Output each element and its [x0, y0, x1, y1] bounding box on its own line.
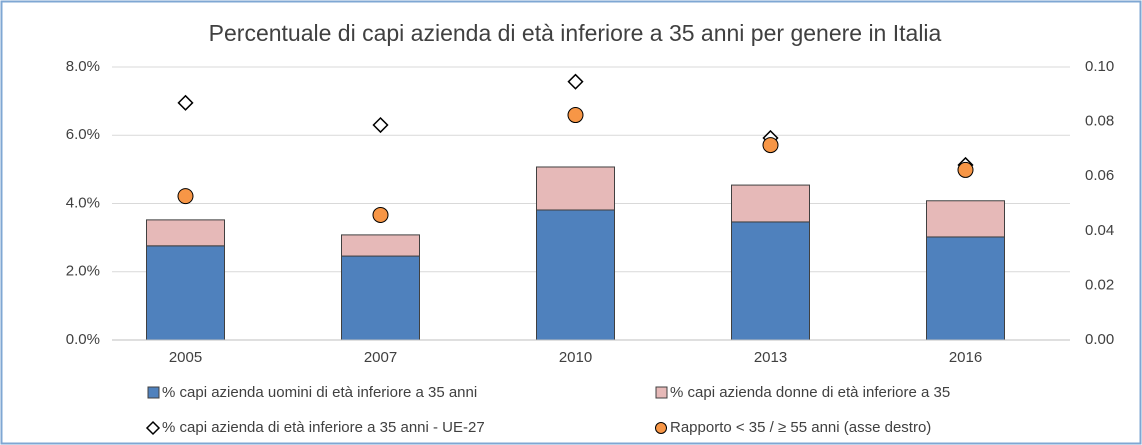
x-tick-label: 2010	[559, 349, 592, 366]
bar	[536, 166, 615, 211]
y2-tick-label: 0.00	[1085, 331, 1114, 348]
x-tick-label: 2013	[754, 349, 787, 366]
x-tick-label: 2007	[364, 349, 397, 366]
bar	[341, 255, 420, 341]
circle-marker	[957, 161, 974, 178]
x-tick-label: 2005	[169, 349, 202, 366]
circle-marker	[762, 137, 779, 154]
bar	[926, 236, 1005, 341]
y-tick-label: 6.0%	[66, 126, 100, 143]
bar	[146, 245, 225, 341]
y-tick-label: 2.0%	[66, 263, 100, 280]
bar	[146, 219, 225, 247]
y-tick-label: 0.0%	[66, 331, 100, 348]
x-tick-label: 2016	[949, 349, 982, 366]
legend-label: % capi azienda donne di età inferiore a …	[670, 384, 950, 401]
legend-swatch	[145, 420, 161, 436]
y2-tick-label: 0.06	[1085, 167, 1114, 184]
bar	[731, 184, 810, 223]
bar	[536, 209, 615, 341]
bar	[731, 221, 810, 341]
diamond-marker	[372, 116, 389, 134]
circle-marker	[567, 107, 584, 124]
y-tick-label: 8.0%	[66, 58, 100, 75]
bar	[926, 200, 1005, 238]
legend-label: % capi azienda di età inferiore a 35 ann…	[162, 419, 485, 436]
legend-swatch	[655, 386, 668, 399]
y2-tick-label: 0.02	[1085, 276, 1114, 293]
bar	[341, 234, 420, 257]
legend-swatch	[655, 422, 667, 434]
legend-swatch	[147, 386, 160, 399]
y-tick-label: 4.0%	[66, 194, 100, 211]
circle-marker	[177, 188, 194, 205]
y2-tick-label: 0.10	[1085, 58, 1114, 75]
y2-tick-label: 0.04	[1085, 222, 1114, 239]
legend-label: Rapporto < 35 / ≥ 55 anni (asse destro)	[670, 419, 931, 436]
legend-label: % capi azienda uomini di età inferiore a…	[162, 384, 477, 401]
y2-tick-label: 0.08	[1085, 113, 1114, 130]
chart-title: Percentuale di capi azienda di età infer…	[209, 20, 942, 46]
diamond-marker	[567, 73, 584, 90]
diamond-marker	[177, 94, 194, 111]
circle-marker	[372, 206, 389, 223]
